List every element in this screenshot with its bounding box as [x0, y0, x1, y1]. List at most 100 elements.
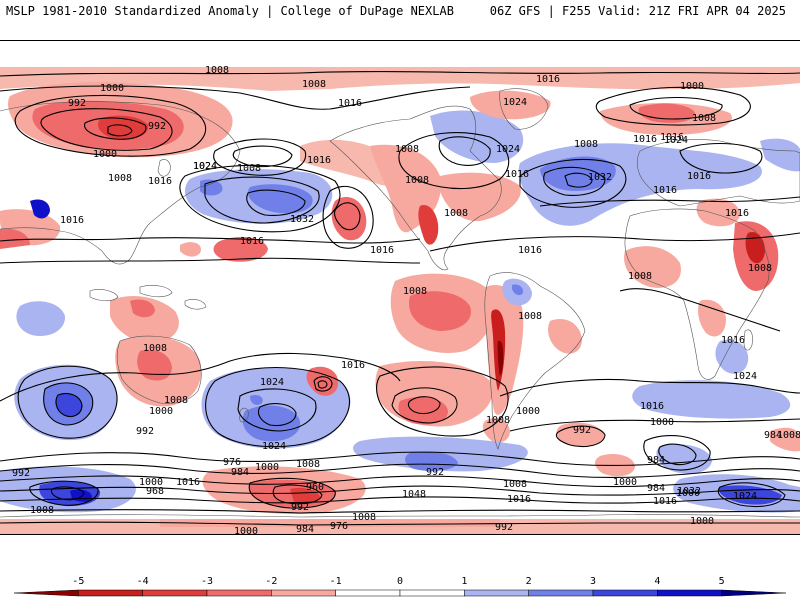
colorbar-tick-label: -4 — [137, 576, 149, 587]
isobar-label: 1024 — [503, 97, 527, 108]
colorbar-tick-label: 0 — [397, 576, 403, 587]
isobar-label: 1008 — [405, 175, 429, 186]
colorbar-tick-label: 2 — [526, 576, 532, 587]
isobar-label: 1008 — [296, 459, 320, 470]
colorbar-segment — [528, 589, 594, 597]
colorbar-tick-label: -2 — [265, 576, 277, 587]
isobar-label: 1016 — [536, 74, 560, 85]
coastlines — [0, 88, 800, 518]
isobar-label: 992 — [148, 121, 166, 132]
isobar-label: 1000 — [613, 477, 637, 488]
isobar-label: 1008 — [503, 479, 527, 490]
isobar-label: 1008 — [628, 271, 652, 282]
colorbar-tick-label: 1 — [461, 576, 467, 587]
isobar-label: 1016 — [518, 245, 542, 256]
isobar-label: 1048 — [402, 489, 426, 500]
colorbar-segment — [13, 589, 79, 597]
isobar-label: 1000 — [516, 406, 540, 417]
colorbar-tick-label: -1 — [330, 576, 342, 587]
isobar-label: 1008 — [518, 311, 542, 322]
isobar-label: 992 — [12, 468, 30, 479]
isobar-label: 1008 — [30, 505, 54, 516]
colorbar-segment — [335, 589, 401, 597]
isobar-label: 1016 — [653, 185, 677, 196]
isobar-label: 1016 — [370, 245, 394, 256]
isobar-label: 1008 — [486, 415, 510, 426]
isobar-label: 1032 — [677, 486, 701, 497]
colorbar-segment — [464, 589, 529, 597]
isobar-label: 1024 — [260, 377, 284, 388]
isobar-label: 1024 — [193, 161, 217, 172]
isobar-label: 984 — [647, 483, 665, 494]
isobar-label: 1016 — [338, 98, 362, 109]
isobar-label: 992 — [136, 426, 154, 437]
isobar-label: 1016 — [307, 155, 331, 166]
colorbar-segment — [399, 589, 465, 597]
isobar-label: 968 — [146, 486, 164, 497]
isobar-label: 984 — [764, 430, 782, 441]
isobar-label: 1008 — [444, 208, 468, 219]
isobar-label: 1024 — [664, 135, 688, 146]
isobar-label: 960 — [306, 482, 324, 493]
isobar-label: 1008 — [777, 430, 800, 441]
colorbar-segment — [206, 589, 272, 597]
isobar-label: 976 — [223, 457, 241, 468]
isobar-label: 1024 — [262, 441, 286, 452]
isobar-label: 1016 — [725, 208, 749, 219]
isobar-label: 1016 — [507, 494, 531, 505]
isobar-label: 1000 — [680, 81, 704, 92]
isobar-label: 1032 — [588, 172, 612, 183]
isobar-label: 1008 — [164, 395, 188, 406]
isobar-label: 1016 — [633, 134, 657, 145]
isobar-labels: 1008 1000 1008 992 992 1000 1016 1024 10… — [12, 65, 800, 534]
colorbar-tick-label: 5 — [719, 576, 725, 587]
isobar-label: 976 — [330, 521, 348, 532]
isobar-label: 1000 — [149, 406, 173, 417]
isobar-label: 1008 — [143, 343, 167, 354]
isobar-label: 992 — [291, 502, 309, 513]
isobar-label: 1000 — [690, 516, 714, 527]
isobar-label: 1032 — [290, 214, 314, 225]
colorbar-tick-label: 3 — [590, 576, 596, 587]
isobar-label: 1016 — [640, 401, 664, 412]
isobar-label: 992 — [495, 522, 513, 533]
model-run-info: 06Z GFS | F255 Valid: 21Z FRI APR 04 202… — [489, 4, 786, 18]
isobar-label: 1000 — [139, 477, 163, 488]
isobar-label: 1008 — [692, 113, 716, 124]
isobar-label: 1016 — [660, 132, 684, 143]
isobar-label: 1000 — [255, 462, 279, 473]
colorbar-segment — [721, 589, 787, 597]
isobar-label: 992 — [573, 425, 591, 436]
map-title: MSLP 1981-2010 Standardized Anomaly | Co… — [6, 4, 454, 18]
colorbar-tick-label: -5 — [72, 576, 84, 587]
isobar-label: 1008 — [395, 144, 419, 155]
isobar-label: 984 — [296, 524, 314, 534]
colorbar-ticks: -5 -4 -3 -2 -1 0 1 2 3 4 5 — [72, 576, 724, 587]
isobar-label: 1016 — [341, 360, 365, 371]
isobar-label: 1024 — [193, 161, 217, 172]
isobar-label: 1016 — [505, 169, 529, 180]
isobar-label: 1000 — [676, 488, 700, 499]
anomaly-colorbar: -5 -4 -3 -2 -1 0 1 2 3 4 5 — [13, 576, 787, 597]
isobar-label: 1024 — [496, 144, 520, 155]
colorbar-segment — [142, 589, 208, 597]
isobar-label: 1008 — [302, 79, 326, 90]
isobar-label: 1008 — [108, 173, 132, 184]
isobar-label: 1016 — [721, 335, 745, 346]
isobar-label: 992 — [68, 98, 86, 109]
isobar-label: 1016 — [240, 236, 264, 247]
isobar-label: 1008 — [237, 163, 261, 174]
colorbar-segment — [271, 589, 336, 597]
anomaly-map: 1008 1000 1008 992 992 1000 1016 1024 10… — [0, 40, 800, 535]
isobar-label: 1016 — [653, 496, 677, 507]
isobar-label: 1024 — [733, 491, 757, 502]
colorbar-tick-label: 4 — [654, 576, 660, 587]
colorbar-segment — [592, 589, 658, 597]
isobar-label: 984 — [647, 455, 665, 466]
colorbar-segments — [13, 589, 787, 597]
isobar-label: 984 — [231, 467, 249, 478]
isobar-label: 1016 — [176, 477, 200, 488]
isobar-label: 1016 — [148, 176, 172, 187]
isobar-label: 1008 — [403, 286, 427, 297]
isobar-label: 1016 — [60, 215, 84, 226]
